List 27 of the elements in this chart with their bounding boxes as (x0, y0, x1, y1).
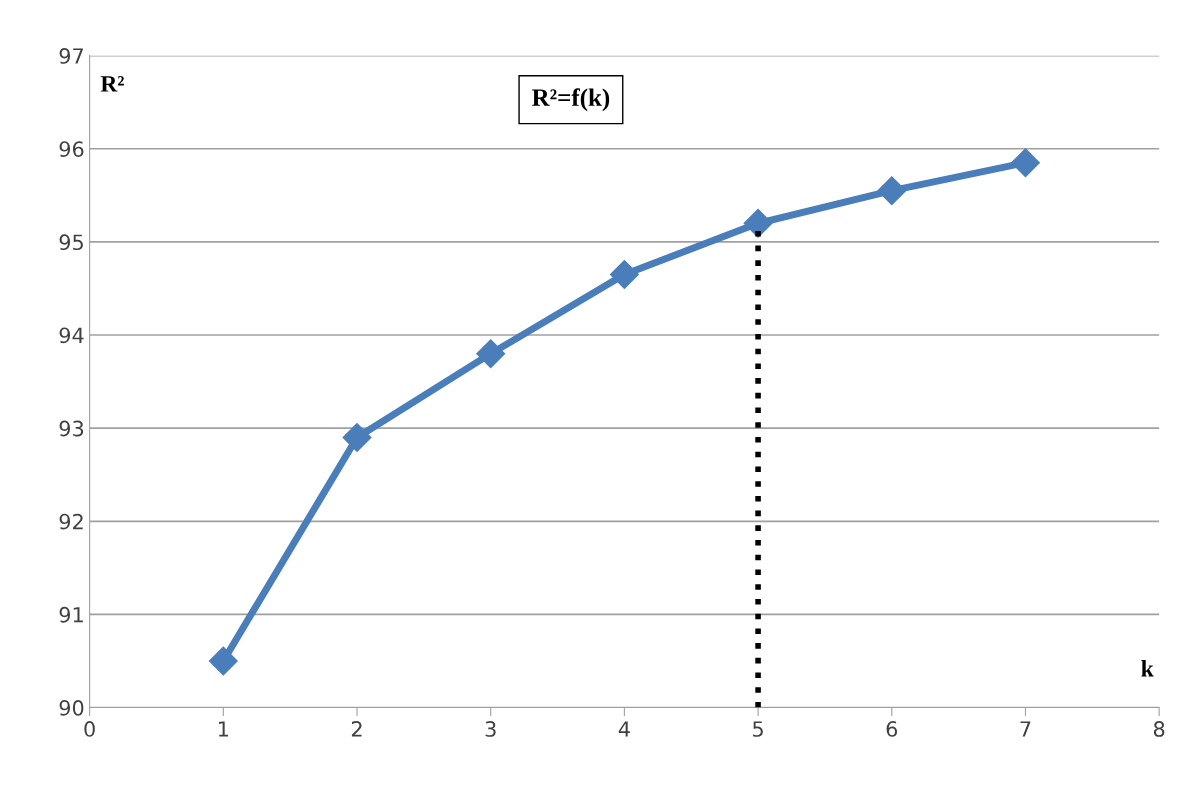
y-tick-label: 94 (59, 327, 84, 344)
y-tick-label: 90 (59, 700, 84, 716)
x-tick-label: 0 (84, 721, 95, 737)
x-tick-label: 5 (753, 721, 763, 737)
point (1011, 148, 1040, 178)
point (342, 423, 372, 452)
y-tick-label: 96 (59, 141, 84, 157)
point (609, 260, 639, 289)
point (476, 339, 506, 369)
x-tick-label: 7 (1020, 721, 1031, 737)
x-tick-label: 1 (218, 721, 229, 737)
y-axis-title: R² (100, 76, 124, 92)
x-tick-label: 2 (351, 721, 362, 737)
x-tick-label: 3 (485, 721, 496, 737)
y-tick-label: 91 (59, 606, 83, 623)
y-tick-label: 97 (59, 48, 83, 64)
x-tick-label: 6 (886, 721, 898, 737)
point (877, 176, 907, 206)
x-tick-label: 4 (618, 721, 630, 737)
x-tick-label: 8 (1153, 721, 1165, 737)
y-tick-label: 95 (59, 234, 83, 251)
y-tick-label: 93 (59, 420, 84, 437)
y-tick-label: 92 (59, 513, 83, 530)
x-axis-title: k (1141, 660, 1154, 677)
point (743, 208, 773, 238)
point (208, 646, 238, 676)
text: R²=f(k) (532, 88, 610, 112)
